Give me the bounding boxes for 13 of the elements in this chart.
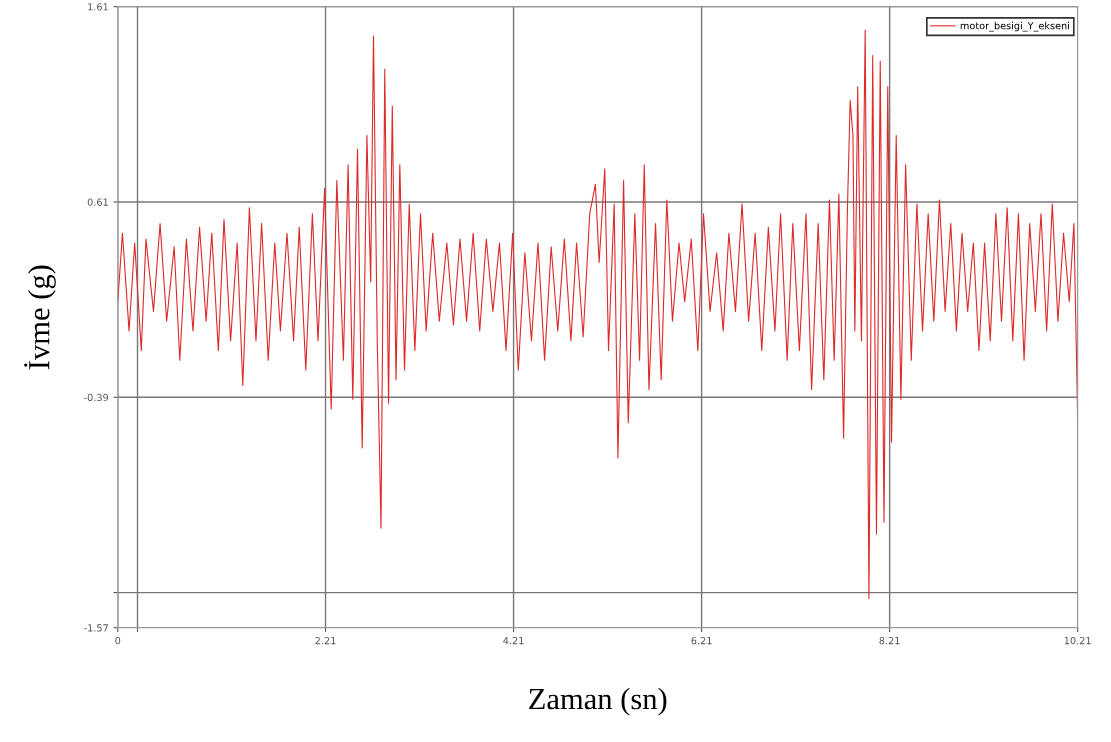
x-tick-label: 10.21 [1064,636,1091,645]
x-tick-label: 0 [115,636,121,645]
x-axis-title: Zaman (sn) [529,687,667,716]
y-tick-label: 0.61 [87,198,108,206]
x-tick-label: 4.21 [503,636,524,645]
y-axis-title: İvme (g) [24,265,56,370]
y-tick-label: 1.61 [88,3,108,11]
x-tick-label: 8.21 [879,636,900,645]
y-tick-label: -1.57 [84,624,108,632]
x-tick-label: 6.21 [691,636,712,645]
x-tick-label: 2.21 [315,636,336,645]
legend-label: motor_besigi_Y_ekseni [960,21,1069,32]
y-tick-label: -0.39 [84,393,109,402]
